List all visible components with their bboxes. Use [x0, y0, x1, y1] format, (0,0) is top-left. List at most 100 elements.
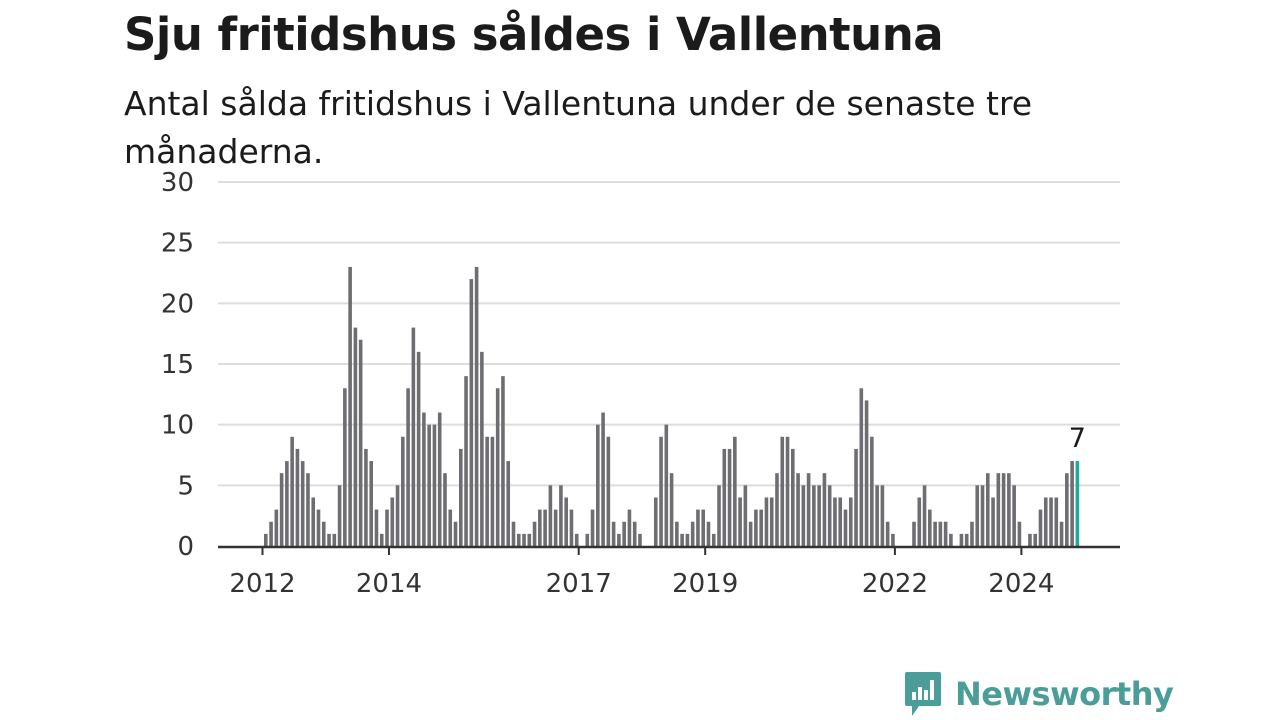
bar — [295, 448, 300, 546]
bar — [743, 485, 748, 546]
y-tick-label: 5 — [177, 471, 194, 501]
bar — [290, 436, 294, 546]
bar — [285, 461, 289, 546]
bar — [464, 376, 468, 546]
bar — [659, 436, 663, 546]
y-tick-label: 20 — [161, 289, 194, 319]
bar — [791, 448, 795, 546]
bar — [748, 521, 753, 546]
bar — [321, 521, 326, 546]
bar — [1070, 461, 1074, 546]
x-tick-label: 2012 — [229, 569, 295, 599]
bar — [401, 436, 405, 546]
bar — [685, 533, 690, 546]
x-tick-label: 2014 — [356, 569, 422, 599]
bar — [833, 497, 837, 546]
bar — [754, 509, 758, 546]
bar — [300, 461, 305, 546]
bar — [416, 351, 421, 546]
bar — [358, 339, 363, 546]
bar — [938, 521, 943, 546]
bar — [785, 436, 790, 546]
bar — [653, 497, 658, 546]
y-tick-label: 30 — [161, 168, 194, 198]
bar — [495, 388, 500, 546]
bar — [775, 473, 779, 546]
bar — [669, 473, 674, 546]
bar — [422, 412, 426, 546]
bar — [964, 533, 969, 546]
bar — [269, 521, 273, 546]
bar — [711, 533, 716, 546]
bar — [717, 485, 721, 546]
bar — [638, 533, 642, 546]
bar — [632, 521, 637, 546]
bar — [427, 424, 431, 546]
bar — [264, 533, 268, 546]
bar — [759, 509, 763, 546]
y-axis-ticks: 0 5 10 15 20 25 30 — [161, 168, 194, 562]
bar — [443, 473, 447, 546]
bar — [1059, 521, 1064, 546]
bar — [859, 388, 864, 546]
bar — [922, 485, 927, 546]
bar — [585, 533, 590, 546]
bar — [596, 424, 600, 546]
bar — [854, 448, 858, 546]
bar — [453, 521, 458, 546]
bar — [780, 436, 785, 546]
bar — [532, 521, 537, 546]
bar — [801, 485, 806, 546]
bar — [1065, 473, 1069, 546]
bar-highlight — [1075, 461, 1080, 546]
bar — [306, 473, 310, 546]
bar — [279, 473, 284, 546]
bar — [522, 533, 526, 546]
bar — [390, 497, 395, 546]
bar — [395, 485, 400, 546]
bar — [553, 509, 558, 546]
bar — [480, 351, 484, 546]
bar — [437, 412, 442, 546]
bar — [917, 497, 922, 546]
bar — [949, 533, 953, 546]
bar — [564, 497, 568, 546]
bar — [311, 497, 316, 546]
bar — [332, 533, 337, 546]
bar — [559, 485, 563, 546]
bar — [875, 485, 879, 546]
bar — [943, 521, 948, 546]
bar — [543, 509, 547, 546]
bar — [411, 327, 416, 546]
bar — [548, 485, 553, 546]
bar — [343, 388, 347, 546]
bar — [501, 376, 505, 546]
bar — [1049, 497, 1053, 546]
bar — [722, 448, 727, 546]
bar — [406, 388, 410, 546]
bar — [985, 473, 990, 546]
bar — [891, 533, 895, 546]
bar — [627, 509, 632, 546]
bar — [353, 327, 358, 546]
bar — [1007, 473, 1011, 546]
bar — [490, 436, 495, 546]
bar — [601, 412, 605, 546]
bar — [1028, 533, 1032, 546]
newsworthy-logo[interactable]: Newsworthy — [903, 670, 1174, 718]
bar — [369, 461, 373, 546]
bar — [706, 521, 711, 546]
bar — [448, 509, 453, 546]
bar — [538, 509, 542, 546]
bar — [611, 521, 616, 546]
bar — [970, 521, 974, 546]
bar — [664, 424, 669, 546]
bar — [569, 509, 574, 546]
x-tick-label: 2019 — [672, 569, 738, 599]
x-axis-ticks: 2012 2014 2017 2019 2022 2024 — [229, 547, 1054, 599]
bar — [337, 485, 342, 546]
bar — [796, 473, 800, 546]
bar — [617, 533, 621, 546]
bars — [264, 266, 1080, 546]
